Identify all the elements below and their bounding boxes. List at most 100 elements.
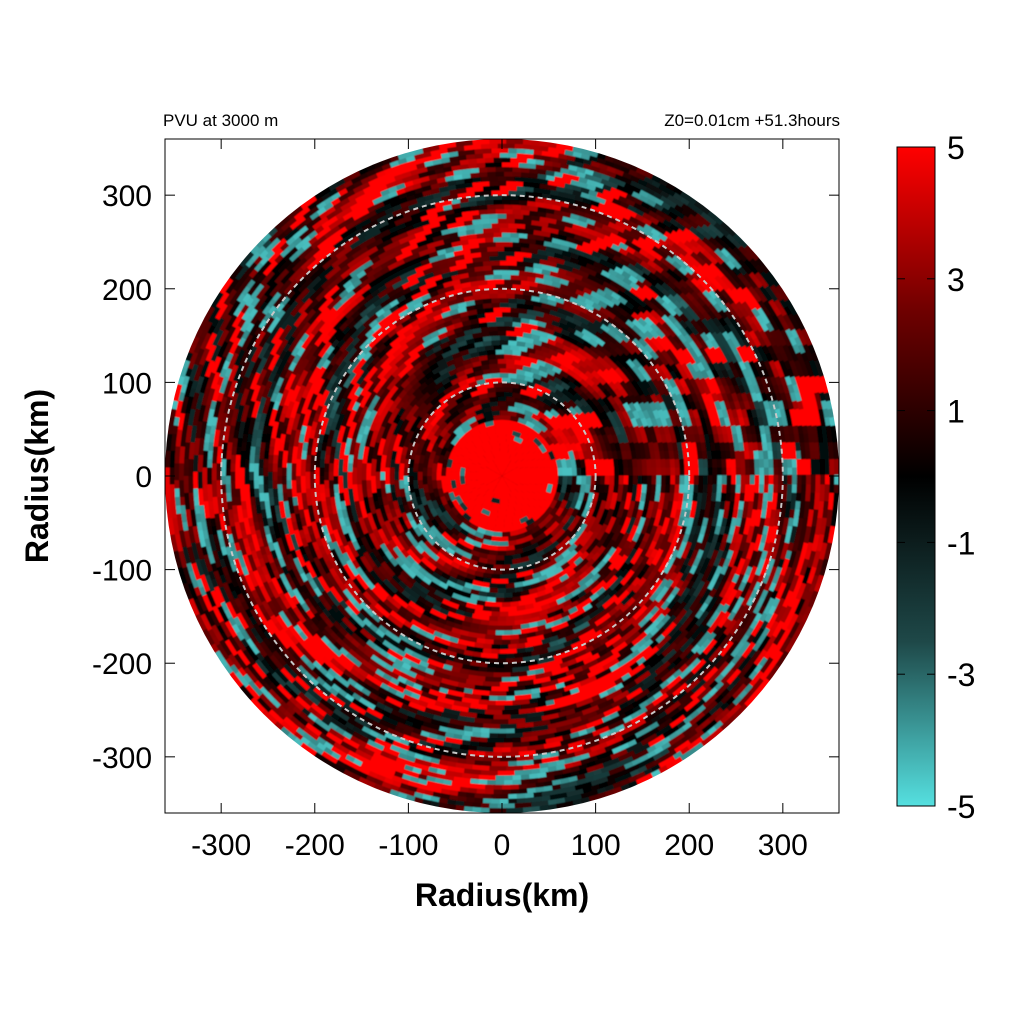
field-cell — [554, 388, 565, 398]
field-cell — [543, 409, 554, 419]
field-cell — [584, 403, 595, 415]
field-cell — [589, 418, 599, 429]
field-cell — [604, 475, 611, 485]
field-cell — [514, 446, 525, 456]
field-cell — [531, 483, 540, 494]
field-cell — [447, 537, 458, 547]
field-cell — [593, 515, 603, 526]
field-cell — [453, 588, 465, 597]
field-cell — [437, 367, 449, 377]
field-cell — [398, 463, 405, 473]
field-cell — [535, 393, 546, 403]
field-cell — [471, 403, 482, 412]
field-cell — [538, 475, 545, 485]
field-cell — [447, 450, 457, 461]
field-cell — [601, 538, 612, 549]
field-cell — [533, 382, 544, 392]
field-cell — [374, 463, 381, 473]
field-cell — [462, 546, 473, 555]
field-cell — [544, 532, 555, 543]
field-cell — [540, 568, 551, 577]
field-cell — [606, 433, 615, 444]
field-cell — [444, 521, 454, 532]
field-cell — [437, 420, 448, 431]
field-cell — [574, 499, 584, 511]
field-cell — [515, 483, 525, 494]
field-cell — [426, 386, 437, 396]
field-cell — [489, 549, 499, 557]
field-cell — [442, 556, 454, 567]
field-cell — [514, 475, 522, 486]
field-cell — [496, 250, 507, 257]
field-cell — [402, 476, 409, 485]
field-cell — [543, 526, 555, 537]
field-cell — [569, 442, 579, 453]
field-cell — [507, 495, 518, 504]
field-cell — [472, 545, 483, 554]
field-cell — [454, 400, 465, 411]
field-cell — [428, 361, 439, 372]
field-cell — [538, 498, 548, 509]
field-cell — [431, 577, 442, 587]
field-cell — [505, 395, 515, 403]
field-cell — [606, 410, 616, 421]
field-cell — [430, 423, 440, 434]
field-cell — [488, 545, 499, 552]
field-cell — [490, 409, 500, 416]
field-cell — [370, 484, 377, 494]
field-cell — [461, 512, 472, 523]
field-cell — [499, 498, 510, 505]
field-cell — [514, 496, 525, 506]
field-cell — [482, 493, 493, 503]
field-cell — [420, 550, 431, 561]
field-cell — [603, 483, 611, 494]
field-cell — [370, 467, 376, 477]
field-cell — [493, 531, 503, 538]
field-cell — [466, 410, 477, 420]
field-cell — [414, 371, 426, 382]
field-cell — [392, 546, 402, 557]
field-cell — [547, 383, 558, 393]
field-cell — [459, 522, 470, 532]
field-cell — [538, 435, 549, 446]
field-cell — [405, 512, 415, 523]
field-cell — [468, 419, 479, 429]
field-cell — [573, 563, 584, 574]
field-cell — [581, 507, 591, 519]
field-cell — [514, 466, 522, 476]
field-cell — [538, 506, 549, 517]
field-cell — [405, 386, 416, 398]
field-cell — [479, 458, 489, 469]
field-cell — [461, 392, 473, 401]
field-cell — [438, 575, 449, 586]
field-cell — [489, 480, 498, 489]
field-cell — [532, 377, 543, 386]
field-cell — [561, 387, 572, 397]
field-cell — [610, 417, 619, 428]
field-cell — [493, 414, 502, 421]
field-cell — [585, 389, 596, 401]
field-cell — [542, 491, 552, 502]
field-cell — [601, 508, 610, 519]
field-cell — [579, 536, 590, 548]
field-cell — [567, 392, 578, 403]
field-cell — [412, 471, 418, 481]
field-cell — [549, 506, 560, 518]
field-cell — [572, 378, 584, 389]
field-cell — [424, 518, 434, 529]
field-cell — [559, 442, 569, 453]
field-cell — [553, 566, 564, 576]
field-cell — [468, 523, 479, 533]
field-cell — [400, 512, 409, 523]
field-cell — [420, 556, 431, 567]
field-cell — [425, 405, 436, 417]
field-cell — [407, 526, 417, 538]
field-cell — [543, 361, 555, 371]
field-cell — [555, 541, 566, 552]
field-cell — [583, 523, 594, 534]
field-cell — [614, 466, 620, 476]
field-cell — [613, 483, 620, 494]
field-cell — [304, 471, 311, 482]
field-cell — [473, 497, 484, 508]
field-cell — [435, 471, 442, 481]
